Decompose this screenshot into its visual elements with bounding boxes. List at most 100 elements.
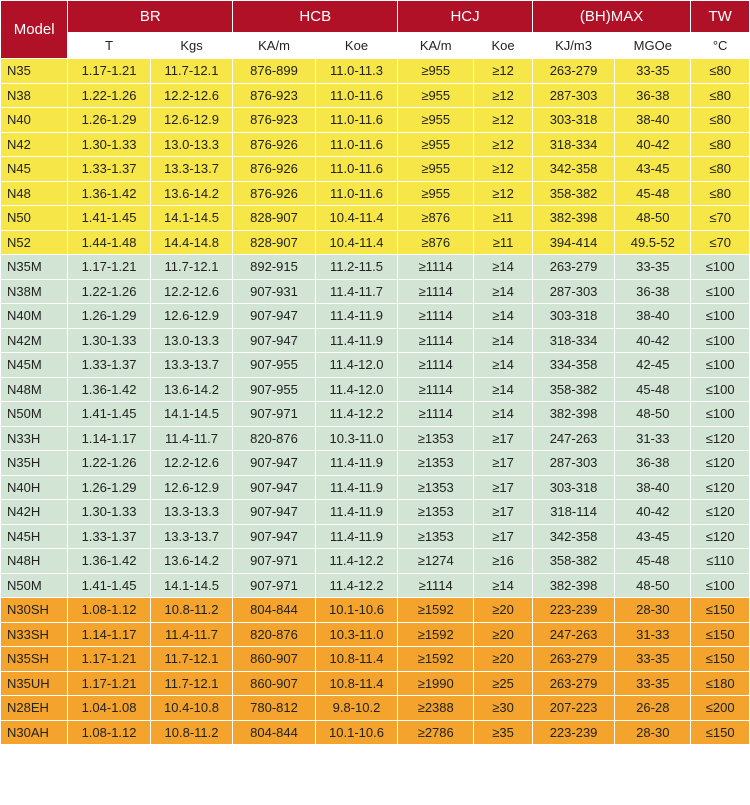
table-row: N38M1.22-1.2612.2-12.6907-93111.4-11.7≥1… bbox=[1, 279, 750, 304]
cell: 40-42 bbox=[615, 500, 691, 525]
cell: 11.4-12.2 bbox=[315, 573, 397, 598]
cell: 1.33-1.37 bbox=[68, 353, 150, 378]
cell: ≥1114 bbox=[398, 573, 474, 598]
cell: ≥11 bbox=[474, 230, 533, 255]
cell: 907-947 bbox=[233, 524, 315, 549]
table-row: N50M1.41-1.4514.1-14.5907-97111.4-12.2≥1… bbox=[1, 573, 750, 598]
cell: 13.3-13.7 bbox=[150, 524, 232, 549]
cell: 10.8-11.2 bbox=[150, 598, 232, 623]
cell: 48-50 bbox=[615, 573, 691, 598]
cell: 28-30 bbox=[615, 598, 691, 623]
cell: 907-955 bbox=[233, 353, 315, 378]
cell: ≤100 bbox=[691, 353, 750, 378]
table-row: N401.26-1.2912.6-12.9876-92311.0-11.6≥95… bbox=[1, 108, 750, 133]
cell-model: N40H bbox=[1, 475, 68, 500]
cell: 31-33 bbox=[615, 426, 691, 451]
cell: 907-971 bbox=[233, 573, 315, 598]
cell: ≤100 bbox=[691, 377, 750, 402]
table-row: N451.33-1.3713.3-13.7876-92611.0-11.6≥95… bbox=[1, 157, 750, 182]
cell: 1.33-1.37 bbox=[68, 524, 150, 549]
cell: 11.4-11.9 bbox=[315, 451, 397, 476]
cell: 860-907 bbox=[233, 647, 315, 672]
cell-model: N52 bbox=[1, 230, 68, 255]
cell: 876-926 bbox=[233, 181, 315, 206]
cell: 1.26-1.29 bbox=[68, 304, 150, 329]
cell: 40-42 bbox=[615, 132, 691, 157]
magnet-spec-table: ModelBRHCBHCJ(BH)MAXTW TKgsKA/mKoeKA/mKo… bbox=[0, 0, 750, 745]
cell: ≥955 bbox=[398, 108, 474, 133]
cell: ≤100 bbox=[691, 573, 750, 598]
cell: 1.17-1.21 bbox=[68, 647, 150, 672]
col-sub-2-0: KA/m bbox=[398, 33, 474, 59]
cell: 11.7-12.1 bbox=[150, 671, 232, 696]
cell: ≥1114 bbox=[398, 353, 474, 378]
cell: ≥1353 bbox=[398, 524, 474, 549]
cell: 394-414 bbox=[532, 230, 614, 255]
cell-model: N35 bbox=[1, 59, 68, 84]
cell: 318-334 bbox=[532, 328, 614, 353]
cell: 876-923 bbox=[233, 108, 315, 133]
cell: 11.4-11.7 bbox=[315, 279, 397, 304]
cell-model: N42M bbox=[1, 328, 68, 353]
cell: 263-279 bbox=[532, 647, 614, 672]
cell: 11.4-12.2 bbox=[315, 549, 397, 574]
cell: 334-358 bbox=[532, 353, 614, 378]
table-body: N351.17-1.2111.7-12.1876-89911.0-11.3≥95… bbox=[1, 59, 750, 745]
cell: 33-35 bbox=[615, 59, 691, 84]
cell: ≥17 bbox=[474, 500, 533, 525]
cell: ≥12 bbox=[474, 108, 533, 133]
cell: 358-382 bbox=[532, 181, 614, 206]
cell: 1.41-1.45 bbox=[68, 402, 150, 427]
table-row: N40M1.26-1.2912.6-12.9907-94711.4-11.9≥1… bbox=[1, 304, 750, 329]
cell: 10.8-11.4 bbox=[315, 671, 397, 696]
cell: 12.2-12.6 bbox=[150, 279, 232, 304]
cell: ≥2786 bbox=[398, 720, 474, 745]
cell: ≥1114 bbox=[398, 328, 474, 353]
cell: ≥14 bbox=[474, 328, 533, 353]
cell: 10.1-10.6 bbox=[315, 720, 397, 745]
cell: ≥955 bbox=[398, 157, 474, 182]
cell: 13.6-14.2 bbox=[150, 549, 232, 574]
cell: 303-318 bbox=[532, 475, 614, 500]
cell: 12.6-12.9 bbox=[150, 475, 232, 500]
cell-model: N35UH bbox=[1, 671, 68, 696]
cell: ≥14 bbox=[474, 304, 533, 329]
cell-model: N35SH bbox=[1, 647, 68, 672]
cell: 907-947 bbox=[233, 328, 315, 353]
cell: 907-931 bbox=[233, 279, 315, 304]
cell: ≥1592 bbox=[398, 598, 474, 623]
cell: 11.0-11.6 bbox=[315, 108, 397, 133]
table-header: ModelBRHCBHCJ(BH)MAXTW TKgsKA/mKoeKA/mKo… bbox=[1, 1, 750, 59]
cell: ≥876 bbox=[398, 206, 474, 231]
table-row: N28EH1.04-1.0810.4-10.8780-8129.8-10.2≥2… bbox=[1, 696, 750, 721]
cell: ≤120 bbox=[691, 524, 750, 549]
cell: 303-318 bbox=[532, 304, 614, 329]
cell: 1.14-1.17 bbox=[68, 622, 150, 647]
cell: 11.7-12.1 bbox=[150, 59, 232, 84]
cell: ≥11 bbox=[474, 206, 533, 231]
cell: 26-28 bbox=[615, 696, 691, 721]
cell: 1.04-1.08 bbox=[68, 696, 150, 721]
cell: 1.22-1.26 bbox=[68, 279, 150, 304]
cell: ≥12 bbox=[474, 83, 533, 108]
cell: 38-40 bbox=[615, 108, 691, 133]
col-sub-1-0: KA/m bbox=[233, 33, 315, 59]
col-sub-0-1: Kgs bbox=[150, 33, 232, 59]
col-group-3: (BH)MAX bbox=[532, 1, 690, 33]
cell: 1.41-1.45 bbox=[68, 573, 150, 598]
cell: 10.4-11.4 bbox=[315, 230, 397, 255]
cell: 10.3-11.0 bbox=[315, 426, 397, 451]
cell: 33-35 bbox=[615, 671, 691, 696]
cell: ≥20 bbox=[474, 622, 533, 647]
table-row: N35SH1.17-1.2111.7-12.1860-90710.8-11.4≥… bbox=[1, 647, 750, 672]
cell: ≤150 bbox=[691, 720, 750, 745]
cell: 11.4-11.9 bbox=[315, 500, 397, 525]
cell: ≥2388 bbox=[398, 696, 474, 721]
cell: ≥30 bbox=[474, 696, 533, 721]
cell: 780-812 bbox=[233, 696, 315, 721]
table-row: N30SH1.08-1.1210.8-11.2804-84410.1-10.6≥… bbox=[1, 598, 750, 623]
cell: ≤150 bbox=[691, 622, 750, 647]
cell: ≥14 bbox=[474, 279, 533, 304]
cell: ≤120 bbox=[691, 426, 750, 451]
table-row: N421.30-1.3313.0-13.3876-92611.0-11.6≥95… bbox=[1, 132, 750, 157]
